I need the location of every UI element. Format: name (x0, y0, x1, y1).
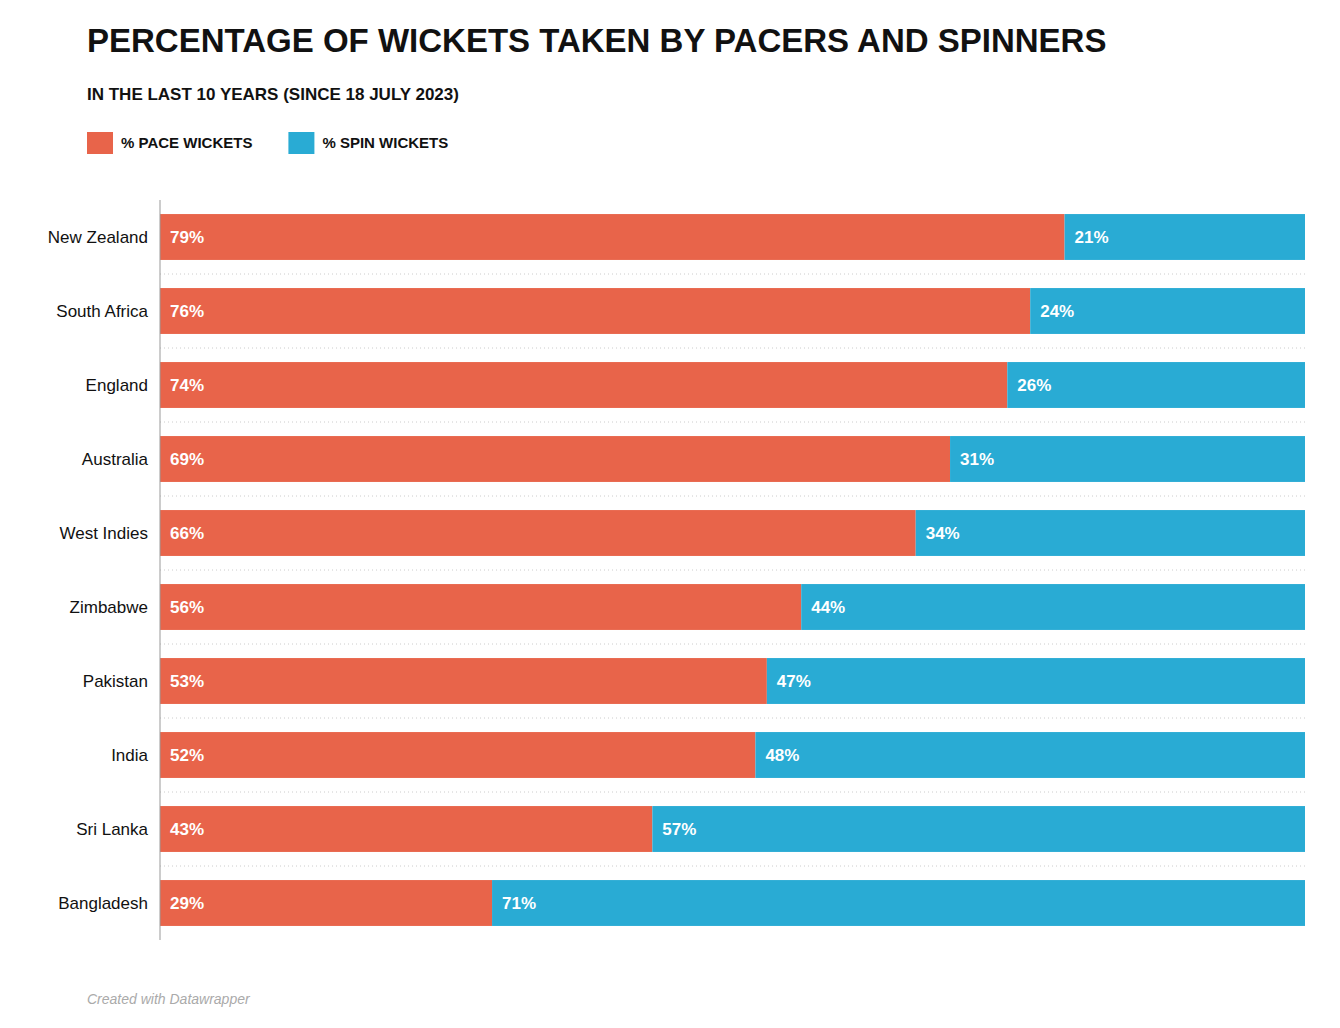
y-tick-label: South Africa (56, 302, 148, 321)
separator (160, 274, 1305, 275)
data-label: 57% (662, 820, 696, 839)
separator (160, 570, 1305, 571)
y-tick-label: Australia (82, 450, 149, 469)
bar (1007, 362, 1305, 408)
bar (160, 436, 950, 482)
data-label: 66% (170, 524, 204, 543)
y-tick-label: England (86, 376, 148, 395)
bars (160, 214, 1305, 926)
separator (160, 866, 1305, 867)
separator (160, 718, 1305, 719)
subtitle: IN THE LAST 10 YEARS (SINCE 18 JULY 2023… (87, 85, 459, 104)
y-tick-label: West Indies (59, 524, 148, 543)
y-tick-label: India (111, 746, 148, 765)
bar (160, 658, 767, 704)
data-label: 21% (1075, 228, 1109, 247)
bar (160, 584, 801, 630)
data-label: 53% (170, 672, 204, 691)
bar (160, 214, 1065, 260)
data-label: 47% (777, 672, 811, 691)
data-label: 76% (170, 302, 204, 321)
chart: PERCENTAGE OF WICKETS TAKEN BY PACERS AN… (0, 0, 1340, 1028)
data-labels: 79% 21% 76% 24% 74% 26% 69% 31% 66% 34% 56% 44% 53% 4… (170, 228, 1109, 913)
bar (160, 510, 916, 556)
legend-label: % SPIN WICKETS (322, 134, 448, 151)
y-tick-label: Pakistan (83, 672, 148, 691)
data-label: 56% (170, 598, 204, 617)
separator (160, 792, 1305, 793)
bar (916, 510, 1305, 556)
data-label: 31% (960, 450, 994, 469)
data-label: 43% (170, 820, 204, 839)
footer: Created with Datawrapper (87, 991, 251, 1007)
bar (1065, 214, 1305, 260)
axis-line (160, 200, 161, 940)
bar (755, 732, 1305, 778)
separator (160, 496, 1305, 497)
data-label: 29% (170, 894, 204, 913)
data-label: 48% (765, 746, 799, 765)
bar (801, 584, 1305, 630)
legend: % PACE WICKETS % SPIN WICKETS (87, 132, 448, 154)
data-label: 26% (1017, 376, 1051, 395)
bar (160, 806, 652, 852)
background (0, 0, 1340, 1028)
y-tick-label: Sri Lanka (76, 820, 148, 839)
bar (767, 658, 1305, 704)
bar (160, 880, 492, 926)
legend-label: % PACE WICKETS (121, 134, 252, 151)
data-label: 71% (502, 894, 536, 913)
separator (160, 644, 1305, 645)
legend-swatch (288, 132, 314, 154)
data-label: 52% (170, 746, 204, 765)
bar (1030, 288, 1305, 334)
data-label: 74% (170, 376, 204, 395)
bar (652, 806, 1305, 852)
bar (160, 362, 1007, 408)
y-tick-label: New Zealand (48, 228, 148, 247)
y-tick-label: Zimbabwe (70, 598, 148, 617)
data-label: 24% (1040, 302, 1074, 321)
bar (160, 732, 755, 778)
title: PERCENTAGE OF WICKETS TAKEN BY PACERS AN… (87, 22, 1106, 59)
bar (160, 288, 1030, 334)
bar (950, 436, 1305, 482)
bar (492, 880, 1305, 926)
data-label: 34% (926, 524, 960, 543)
legend-swatch (87, 132, 113, 154)
y-tick-label: Bangladesh (58, 894, 148, 913)
data-label: 44% (811, 598, 845, 617)
data-label: 79% (170, 228, 204, 247)
separator (160, 348, 1305, 349)
data-label: 69% (170, 450, 204, 469)
separator (160, 422, 1305, 423)
